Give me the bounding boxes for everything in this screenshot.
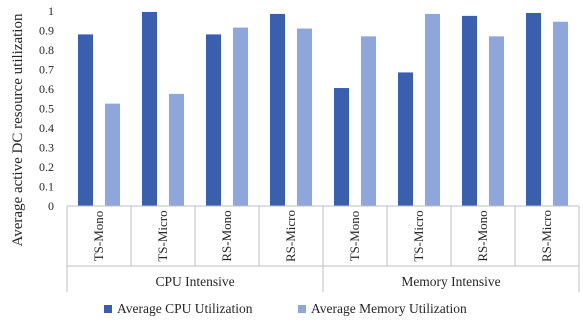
y-tick-label: 1 [48, 4, 54, 18]
y-tick-label: 0 [48, 199, 54, 213]
y-tick-label: 0.5 [39, 102, 54, 116]
y-axis-title: Average active DC resource utilization [10, 13, 26, 246]
x-category-label: RS-Micro [283, 210, 298, 262]
x-category-label: TS-Mono [347, 211, 362, 262]
bar-series1-ts-mono-5 [334, 88, 349, 206]
bar-series1-ts-mono-1 [78, 34, 93, 207]
x-group-label: Memory Intensive [401, 274, 500, 289]
bars [78, 11, 568, 207]
bar-series2-ts-micro-2 [169, 93, 184, 206]
bar-series2-ts-micro-6 [425, 13, 440, 206]
y-tick-label: 0.6 [39, 82, 54, 96]
bar-series2-rs-micro-4 [297, 28, 312, 206]
y-tick-label: 0.7 [39, 63, 54, 77]
legend-swatch [104, 305, 112, 313]
x-category-label: RS-Mono [475, 210, 490, 261]
bar-series2-rs-mono-3 [233, 27, 248, 207]
x-category-label: TS-Mono [91, 211, 106, 262]
y-tick-label: 0.1 [39, 180, 54, 194]
y-tick-label: 0.2 [39, 160, 54, 174]
bar-series2-rs-mono-7 [489, 36, 504, 206]
bar-series1-rs-mono-7 [462, 15, 477, 206]
legend-swatch [298, 305, 306, 313]
y-tick-label: 0.4 [39, 121, 54, 135]
bar-series2-ts-mono-1 [105, 103, 120, 206]
bar-series1-rs-micro-4 [270, 13, 285, 206]
x-group-label: CPU Intensive [155, 274, 234, 289]
x-category-label: TS-Micro [411, 210, 426, 261]
legend: Average CPU Utilization Average Memory Ut… [104, 301, 467, 316]
legend-label: Average Memory Utilization [311, 301, 467, 316]
x-category-label: RS-Micro [539, 210, 554, 262]
y-tick-label: 0.8 [39, 43, 54, 57]
bar-series1-rs-micro-8 [526, 12, 541, 207]
y-tick-label: 0.3 [39, 141, 54, 155]
y-axis-ticks: 0 0.1 0.2 0.3 0.4 0.5 0.6 0.7 0.8 0.9 1 [39, 4, 54, 213]
x-category-label: RS-Mono [219, 210, 234, 261]
bar-series1-rs-mono-3 [206, 34, 221, 207]
legend-label: Average CPU Utilization [117, 301, 253, 316]
x-category-label: TS-Micro [155, 210, 170, 261]
x-axis: TS-Mono TS-Micro RS-Mono RS-Micro TS-Mono TS-… [66, 205, 580, 292]
bar-series1-ts-micro-2 [142, 11, 157, 206]
bar-series2-ts-mono-5 [361, 36, 376, 206]
bar-series2-rs-micro-8 [553, 21, 568, 206]
bar-series1-ts-micro-6 [398, 72, 413, 206]
y-tick-label: 0.9 [39, 24, 54, 38]
